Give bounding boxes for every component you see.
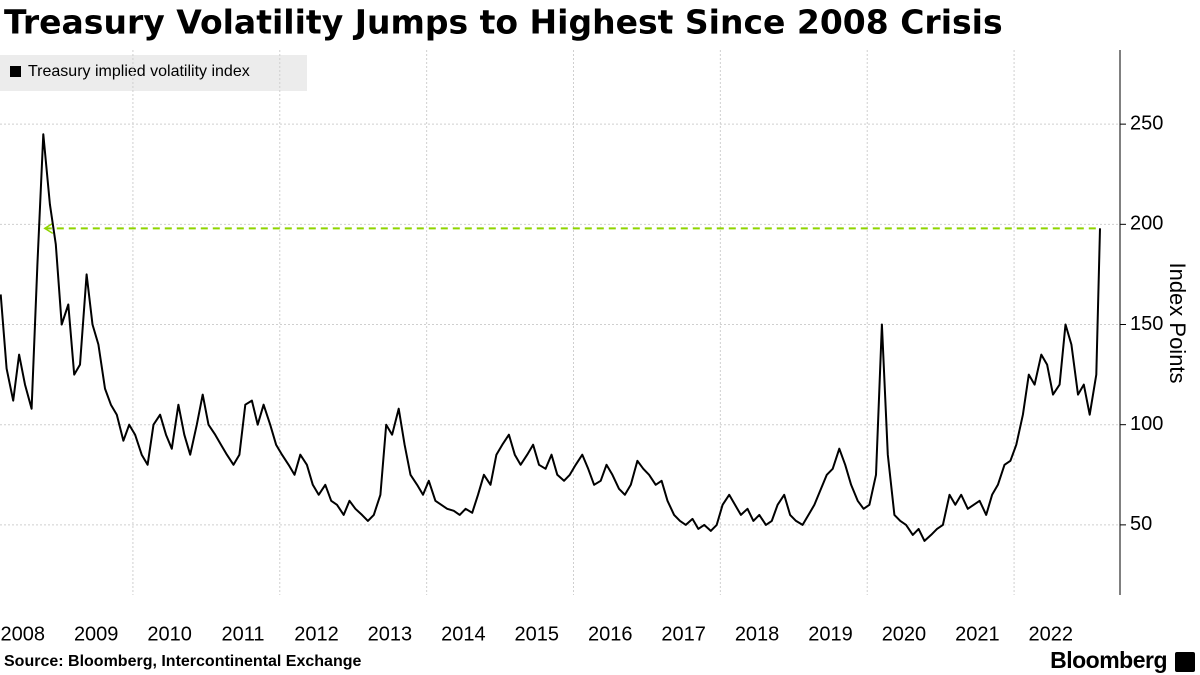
x-tick-label: 2017 <box>661 623 706 645</box>
x-tick-label: 2011 <box>222 623 265 645</box>
x-tick-label: 2020 <box>882 623 927 645</box>
data-line <box>0 133 1101 542</box>
y-tick-label: 100 <box>1130 413 1163 435</box>
brand-icon <box>1175 652 1195 672</box>
x-tick-label: 2012 <box>294 623 339 645</box>
x-tick-label: 2015 <box>515 623 560 645</box>
legend-label: Treasury implied volatility index <box>28 63 250 80</box>
legend-swatch <box>10 66 21 77</box>
reference-arrow <box>43 222 54 234</box>
x-tick-label: 2022 <box>1029 623 1074 645</box>
brand: Bloomberg <box>1050 647 1167 673</box>
x-tick-label: 2009 <box>74 623 119 645</box>
x-tick-label: 2014 <box>441 623 486 645</box>
x-tick-label: 2019 <box>808 623 853 645</box>
chart-title: Treasury Volatility Jumps to Highest Sin… <box>4 3 1003 42</box>
y-tick-label: 250 <box>1130 112 1163 134</box>
y-tick-label: 200 <box>1130 213 1163 235</box>
source: Source: Bloomberg, Intercontinental Exch… <box>4 653 361 670</box>
x-tick-label: 2021 <box>955 623 1000 645</box>
x-tick-label: 2010 <box>147 623 192 645</box>
x-tick-label: 2018 <box>735 623 780 645</box>
y-tick-label: 50 <box>1130 513 1152 535</box>
legend-box <box>0 55 307 91</box>
x-tick-label: 2016 <box>588 623 633 645</box>
y-axis-label: Index Points <box>1165 262 1190 383</box>
x-tick-label: 2013 <box>368 623 413 645</box>
x-tick-label: 2008 <box>1 623 46 645</box>
y-tick-label: 150 <box>1130 313 1163 335</box>
